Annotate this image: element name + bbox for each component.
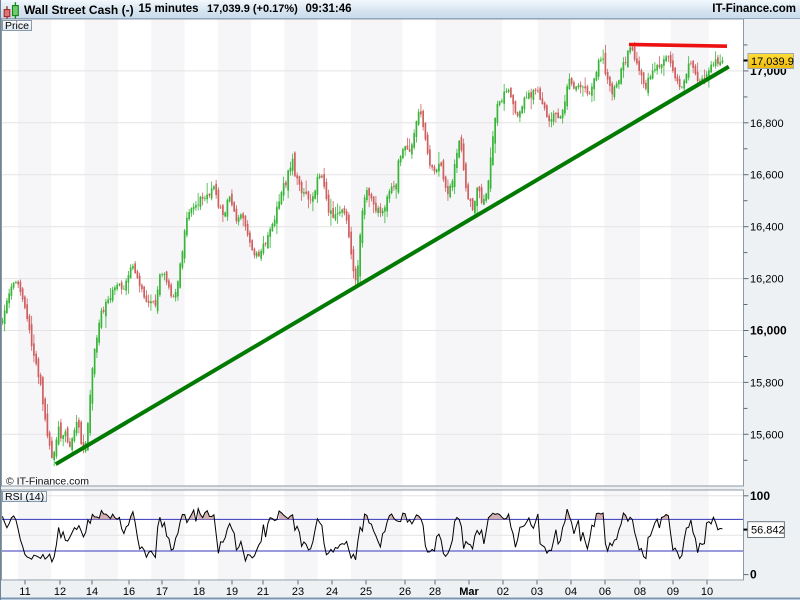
- svg-text:16,000: 16,000: [750, 324, 787, 338]
- svg-text:23: 23: [292, 586, 304, 598]
- svg-text:09: 09: [667, 586, 679, 598]
- svg-text:08: 08: [634, 586, 646, 598]
- svg-text:26: 26: [399, 586, 411, 598]
- svg-text:16,400: 16,400: [750, 222, 784, 234]
- svg-text:16,200: 16,200: [750, 274, 784, 286]
- svg-text:14: 14: [86, 586, 98, 598]
- svg-text:100: 100: [750, 489, 770, 503]
- svg-text:11: 11: [19, 586, 30, 598]
- svg-text:04: 04: [565, 586, 577, 598]
- svg-text:19: 19: [226, 586, 238, 598]
- svg-text:18: 18: [193, 586, 205, 598]
- svg-text:24: 24: [326, 586, 338, 598]
- svg-text:02: 02: [497, 586, 509, 598]
- svg-text:© IT-Finance.com: © IT-Finance.com: [6, 476, 89, 488]
- svg-text:17: 17: [156, 586, 168, 598]
- svg-text:10: 10: [701, 586, 713, 598]
- svg-text:21: 21: [257, 586, 269, 598]
- svg-text:15,800: 15,800: [750, 377, 784, 389]
- svg-text:17,039.9: 17,039.9: [751, 56, 794, 68]
- svg-text:Mar: Mar: [459, 586, 479, 598]
- svg-text:56.842: 56.842: [751, 525, 785, 537]
- svg-text:16,800: 16,800: [750, 118, 784, 130]
- svg-text:03: 03: [531, 586, 543, 598]
- svg-text:25: 25: [360, 586, 372, 598]
- svg-text:15,600: 15,600: [750, 429, 784, 441]
- svg-text:16,600: 16,600: [750, 170, 784, 182]
- svg-text:0: 0: [750, 568, 757, 582]
- svg-text:12: 12: [54, 586, 66, 598]
- svg-text:06: 06: [599, 586, 611, 598]
- svg-text:16: 16: [123, 586, 135, 598]
- svg-text:28: 28: [429, 586, 441, 598]
